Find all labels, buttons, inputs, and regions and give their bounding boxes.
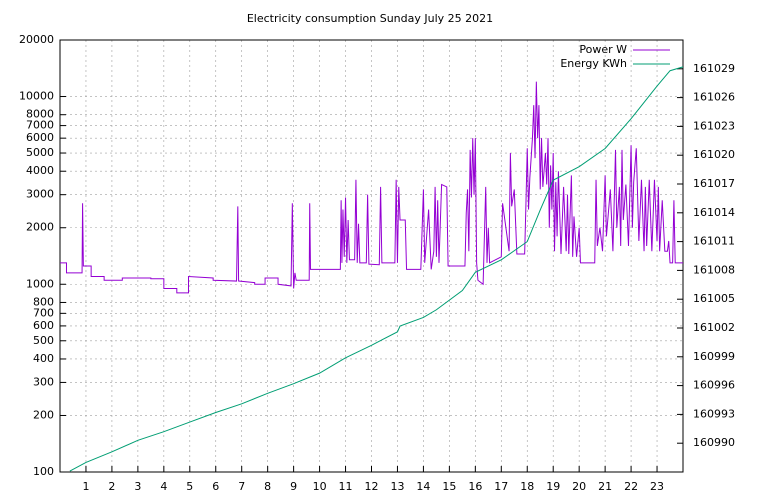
y2-tick-label: 160999	[693, 350, 735, 363]
x-tick-label: 2	[108, 480, 115, 493]
y-tick-label: 20000	[19, 33, 54, 46]
x-tick-label: 7	[238, 480, 245, 493]
y-tick-label: 3000	[26, 188, 54, 201]
y-tick-label: 6000	[26, 131, 54, 144]
x-tick-label: 20	[572, 480, 586, 493]
y2-tick-label: 160996	[693, 379, 735, 392]
y-tick-label: 800	[33, 295, 54, 308]
y-tick-label: 100	[33, 465, 54, 478]
x-tick-label: 4	[160, 480, 167, 493]
x-tick-label: 18	[520, 480, 534, 493]
y2-tick-label: 161020	[693, 148, 735, 161]
x-tick-label: 5	[186, 480, 193, 493]
x-tick-label: 1	[82, 480, 89, 493]
plot-border	[59, 39, 684, 473]
y2-tick-label: 160990	[693, 436, 735, 449]
y2-tick-label: 161029	[693, 62, 735, 75]
x-tick-label: 15	[442, 480, 456, 493]
x-tick-label: 9	[290, 480, 297, 493]
y-tick-label: 5000	[26, 146, 54, 159]
x-tick-label: 6	[212, 480, 219, 493]
chart-title: Electricity consumption Sunday July 25 2…	[247, 12, 493, 25]
y2-tick-label: 161011	[693, 235, 735, 248]
x-tick-label: 14	[416, 480, 430, 493]
x-tick-label: 11	[339, 480, 353, 493]
y-tick-label: 2000	[26, 221, 54, 234]
y-tick-label: 500	[33, 334, 54, 347]
y2-tick-label: 161008	[693, 263, 735, 276]
y2-tick-label: 161005	[693, 292, 735, 305]
x-tick-label: 12	[365, 480, 379, 493]
y-tick-label: 1000	[26, 277, 54, 290]
x-tick-label: 17	[494, 480, 508, 493]
y-tick-label: 10000	[19, 90, 54, 103]
x-tick-label: 22	[624, 480, 638, 493]
y2-tick-label: 161023	[693, 119, 735, 132]
x-tick-label: 3	[134, 480, 141, 493]
x-tick-label: 19	[546, 480, 560, 493]
y2-tick-label: 160993	[693, 407, 735, 420]
x-tick-label: 21	[598, 480, 612, 493]
x-tick-label: 23	[650, 480, 664, 493]
series-line	[69, 66, 684, 472]
y-tick-label: 300	[33, 375, 54, 388]
y2-tick-label: 161026	[693, 91, 735, 104]
x-tick-label: 10	[313, 480, 327, 493]
y-tick-label: 8000	[26, 108, 54, 121]
y-tick-label: 600	[33, 319, 54, 332]
x-tick-label: 8	[264, 480, 271, 493]
y-tick-label: 200	[33, 408, 54, 421]
legend-label: Energy KWh	[560, 57, 627, 70]
legend-label: Power W	[579, 43, 627, 56]
y2-tick-label: 161014	[693, 206, 735, 219]
y-tick-label: 7000	[26, 119, 54, 132]
x-tick-label: 13	[390, 480, 404, 493]
y-tick-label: 400	[33, 352, 54, 365]
x-tick-label: 16	[468, 480, 482, 493]
y2-tick-label: 161017	[693, 177, 735, 190]
y-tick-label: 700	[33, 306, 54, 319]
y-tick-label: 4000	[26, 164, 54, 177]
y2-tick-label: 161002	[693, 321, 735, 334]
